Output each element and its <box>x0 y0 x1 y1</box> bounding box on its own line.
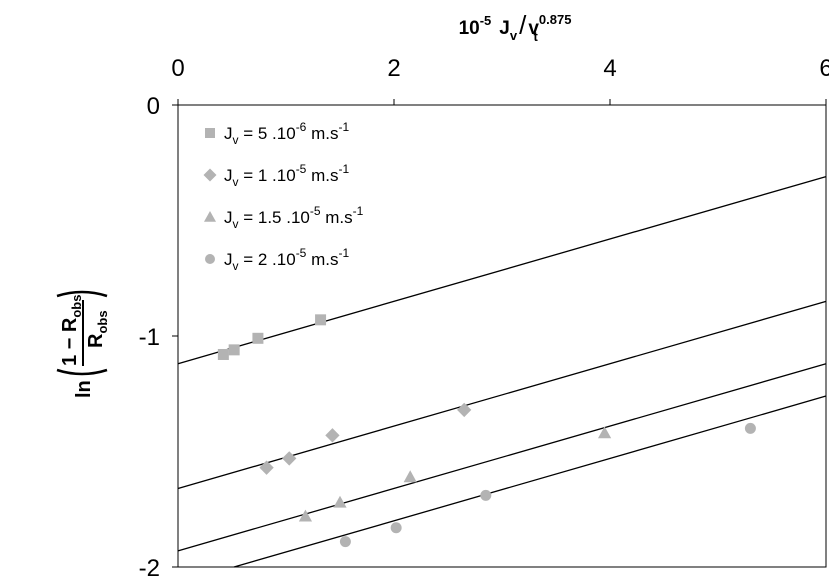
data-point-circle-marker <box>480 489 492 501</box>
x-tick-label: 2 <box>387 55 400 82</box>
data-point-triangle-marker <box>333 495 347 508</box>
fit-line-1 <box>177 175 827 365</box>
data-point-triangle-marker <box>298 509 313 522</box>
y-axis-title: ln 1 − Robs Robs <box>56 290 110 398</box>
y-axis-right-paren <box>56 290 108 298</box>
y-axis-left-paren <box>56 368 108 376</box>
data-point-triangle-marker <box>598 426 612 439</box>
x-tick-label: 6 <box>819 55 829 82</box>
y-axis: 0 -1 -2 <box>139 93 178 582</box>
legend-circle-marker <box>205 254 215 264</box>
y-axis-numerator: 1 − Robs <box>59 295 84 366</box>
legend-entry-label: Jv = 2 .10-5 m.s-1 <box>224 246 349 273</box>
data-point-diamond-marker <box>325 428 340 443</box>
legend-square-marker <box>205 128 215 138</box>
legend-diamond-marker <box>203 168 217 182</box>
data-point-circle-marker <box>339 536 351 548</box>
data-point-circle-marker <box>390 522 402 534</box>
x-axis: 0 2 4 6 <box>171 55 829 105</box>
legend-entry-label: Jv = 5 .10-6 m.s-1 <box>224 120 349 147</box>
x-tick-label: 4 <box>603 55 616 82</box>
y-axis-denominator: Robs <box>85 310 110 348</box>
y-tick-label: -2 <box>139 555 160 582</box>
data-point-square-marker <box>228 344 240 356</box>
data-point-triangle-marker <box>403 470 417 483</box>
data-point-circle-marker <box>744 422 756 434</box>
data-markers <box>217 314 756 548</box>
fit-line-3 <box>177 363 827 552</box>
legend-triangle-marker <box>204 211 216 222</box>
x-tick-label: 0 <box>171 55 184 82</box>
y-tick-label: 0 <box>147 93 160 120</box>
x-axis-title: 10-5 Jv/v0.875 t <box>459 10 572 44</box>
legend: Jv = 5 .10-6 m.s-1 Jv = 1 .10-5 m.s-1 Jv =… <box>203 120 364 273</box>
data-point-square-marker <box>217 348 229 360</box>
legend-entry-label: Jv = 1 .10-5 m.s-1 <box>224 162 349 189</box>
data-point-square-marker <box>315 314 327 326</box>
fit-lines <box>177 175 827 568</box>
data-point-diamond-marker <box>259 460 274 475</box>
fit-line-4 <box>233 395 827 568</box>
data-point-diamond-marker <box>282 451 297 466</box>
legend-entry-label: Jv = 1.5 .10-5 m.s-1 <box>224 204 364 231</box>
y-tick-label: -1 <box>139 324 160 351</box>
data-point-diamond-marker <box>457 402 472 418</box>
y-axis-ln: ln <box>73 380 95 398</box>
data-point-square-marker <box>252 332 264 344</box>
